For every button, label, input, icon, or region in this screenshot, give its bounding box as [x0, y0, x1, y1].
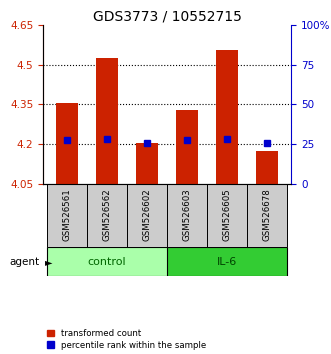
Legend: transformed count, percentile rank within the sample: transformed count, percentile rank withi… [47, 329, 206, 350]
Bar [136, 143, 158, 184]
Bar [216, 50, 238, 184]
Text: ►: ► [45, 257, 52, 267]
Text: GSM526605: GSM526605 [223, 188, 232, 241]
Bar [167, 184, 207, 247]
Text: GSM526602: GSM526602 [143, 188, 152, 241]
Text: GSM526562: GSM526562 [103, 188, 112, 241]
Bar [207, 184, 247, 247]
Bar [56, 103, 78, 184]
Bar [247, 184, 287, 247]
Bar [127, 184, 167, 247]
Bar [47, 247, 167, 276]
Text: IL-6: IL-6 [217, 257, 237, 267]
Bar [176, 109, 198, 184]
Bar [47, 184, 87, 247]
Text: control: control [88, 257, 126, 267]
Text: agent: agent [10, 257, 40, 267]
Text: GSM526561: GSM526561 [63, 188, 71, 241]
Title: GDS3773 / 10552715: GDS3773 / 10552715 [93, 10, 242, 24]
Text: GSM526603: GSM526603 [183, 188, 192, 241]
Text: GSM526678: GSM526678 [263, 188, 272, 241]
Bar [256, 150, 278, 184]
Bar [96, 58, 118, 184]
Bar [167, 247, 287, 276]
Bar [87, 184, 127, 247]
